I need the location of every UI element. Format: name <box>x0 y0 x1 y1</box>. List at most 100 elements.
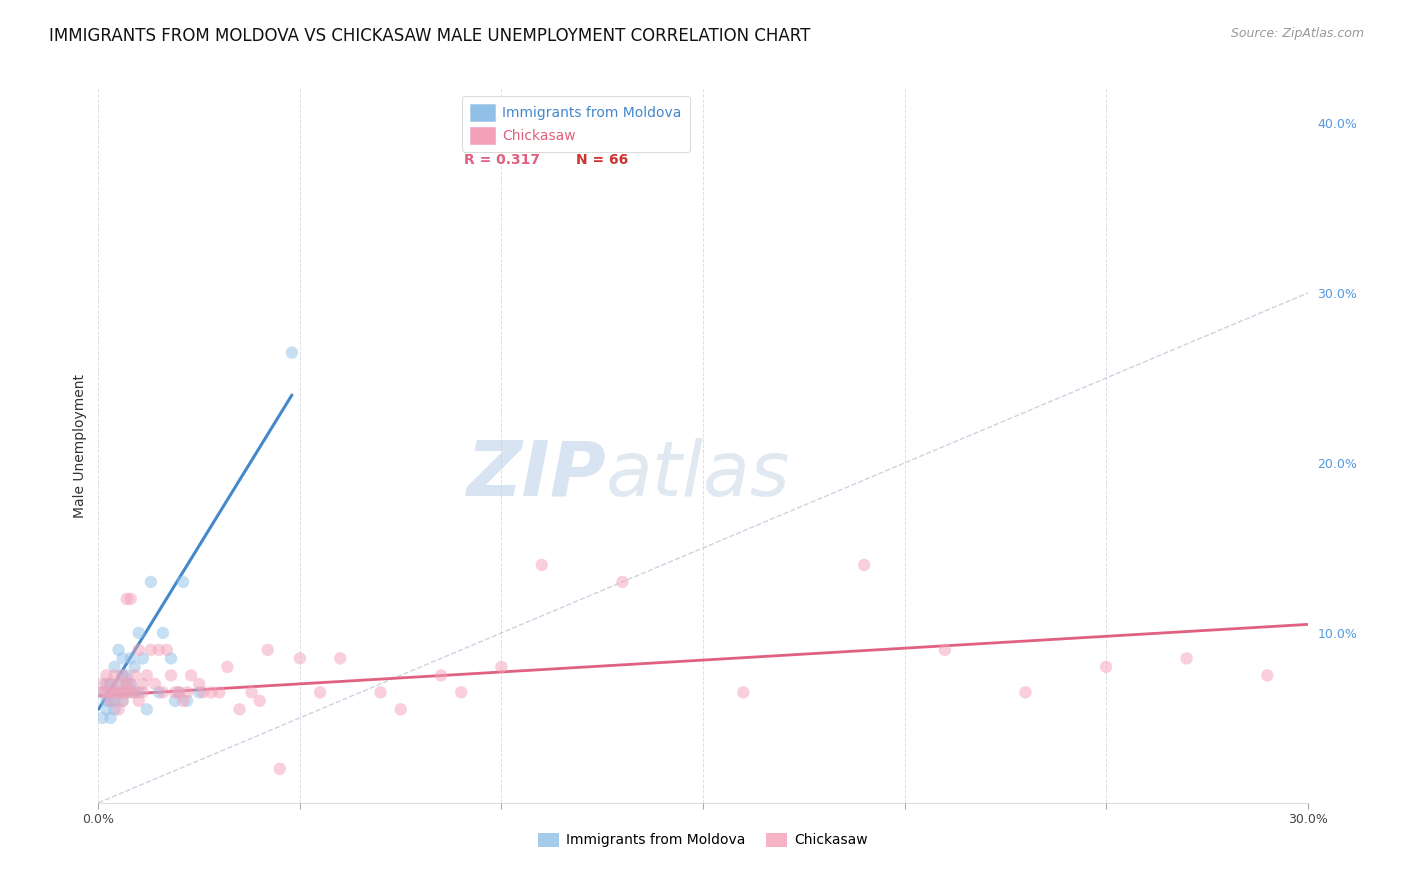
Point <box>152 685 174 699</box>
Point <box>111 694 134 708</box>
Point <box>96 702 118 716</box>
Point <box>103 668 125 682</box>
Point <box>120 591 142 606</box>
Point <box>96 685 118 699</box>
Point <box>96 668 118 682</box>
Point <box>124 660 146 674</box>
Point <box>91 685 114 699</box>
Point <box>100 711 122 725</box>
Point <box>107 685 129 699</box>
Point <box>115 668 138 682</box>
Text: Source: ZipAtlas.com: Source: ZipAtlas.com <box>1230 27 1364 40</box>
Legend: Immigrants from Moldova, Chickasaw: Immigrants from Moldova, Chickasaw <box>533 827 873 853</box>
Point <box>491 660 513 674</box>
Point <box>135 668 157 682</box>
Point <box>148 685 170 699</box>
Point <box>91 711 114 725</box>
Point <box>124 685 146 699</box>
Point <box>208 685 231 699</box>
Point <box>103 660 125 674</box>
Point <box>309 685 332 699</box>
Point <box>111 668 134 682</box>
Point <box>132 677 155 691</box>
Point <box>172 574 194 589</box>
Point <box>107 685 129 699</box>
Point <box>180 668 202 682</box>
Point <box>120 685 142 699</box>
Point <box>612 574 634 589</box>
Point <box>139 574 162 589</box>
Point <box>91 685 114 699</box>
Point <box>450 685 472 699</box>
Text: IMMIGRANTS FROM MOLDOVA VS CHICKASAW MALE UNEMPLOYMENT CORRELATION CHART: IMMIGRANTS FROM MOLDOVA VS CHICKASAW MAL… <box>49 27 811 45</box>
Point <box>329 651 352 665</box>
Point <box>249 694 271 708</box>
Point <box>96 677 118 691</box>
Point <box>132 651 155 665</box>
Point <box>100 685 122 699</box>
Point <box>128 685 150 699</box>
Point <box>107 677 129 691</box>
Point <box>152 626 174 640</box>
Point <box>228 702 250 716</box>
Point <box>100 677 122 691</box>
Point <box>176 685 198 699</box>
Point <box>100 694 122 708</box>
Point <box>281 345 304 359</box>
Point <box>1175 651 1198 665</box>
Point <box>156 643 179 657</box>
Point <box>160 668 183 682</box>
Point <box>103 694 125 708</box>
Point <box>100 677 122 691</box>
Point <box>96 694 118 708</box>
Point <box>107 702 129 716</box>
Point <box>853 558 876 572</box>
Point <box>256 643 278 657</box>
Point <box>111 685 134 699</box>
Text: R = 0.769: R = 0.769 <box>464 125 540 138</box>
Point <box>167 685 190 699</box>
Point <box>143 677 166 691</box>
Point <box>111 668 134 682</box>
Point <box>120 677 142 691</box>
Point <box>269 762 291 776</box>
Point <box>115 677 138 691</box>
Point <box>176 694 198 708</box>
Point <box>934 643 956 657</box>
Text: N = 39: N = 39 <box>576 125 628 138</box>
Point <box>160 651 183 665</box>
Point <box>389 702 412 716</box>
Point <box>128 626 150 640</box>
Point <box>163 694 186 708</box>
Point <box>128 643 150 657</box>
Point <box>172 694 194 708</box>
Point <box>115 685 138 699</box>
Point <box>139 643 162 657</box>
Point <box>163 685 186 699</box>
Point <box>167 685 190 699</box>
Point <box>100 694 122 708</box>
Y-axis label: Male Unemployment: Male Unemployment <box>73 374 87 518</box>
Point <box>200 685 222 699</box>
Point <box>733 685 755 699</box>
Point <box>217 660 239 674</box>
Point <box>103 702 125 716</box>
Text: atlas: atlas <box>606 438 790 511</box>
Text: ZIP: ZIP <box>467 438 606 511</box>
Point <box>128 694 150 708</box>
Text: R = 0.317: R = 0.317 <box>464 153 540 167</box>
Point <box>107 643 129 657</box>
Point <box>1014 685 1036 699</box>
Point <box>430 668 453 682</box>
Point <box>148 643 170 657</box>
Point <box>107 677 129 691</box>
Text: N = 66: N = 66 <box>576 153 628 167</box>
Point <box>188 677 211 691</box>
Point <box>1095 660 1118 674</box>
Point <box>120 677 142 691</box>
Point <box>120 651 142 665</box>
Point <box>288 651 311 665</box>
Point <box>370 685 392 699</box>
Point <box>124 685 146 699</box>
Point <box>530 558 553 572</box>
